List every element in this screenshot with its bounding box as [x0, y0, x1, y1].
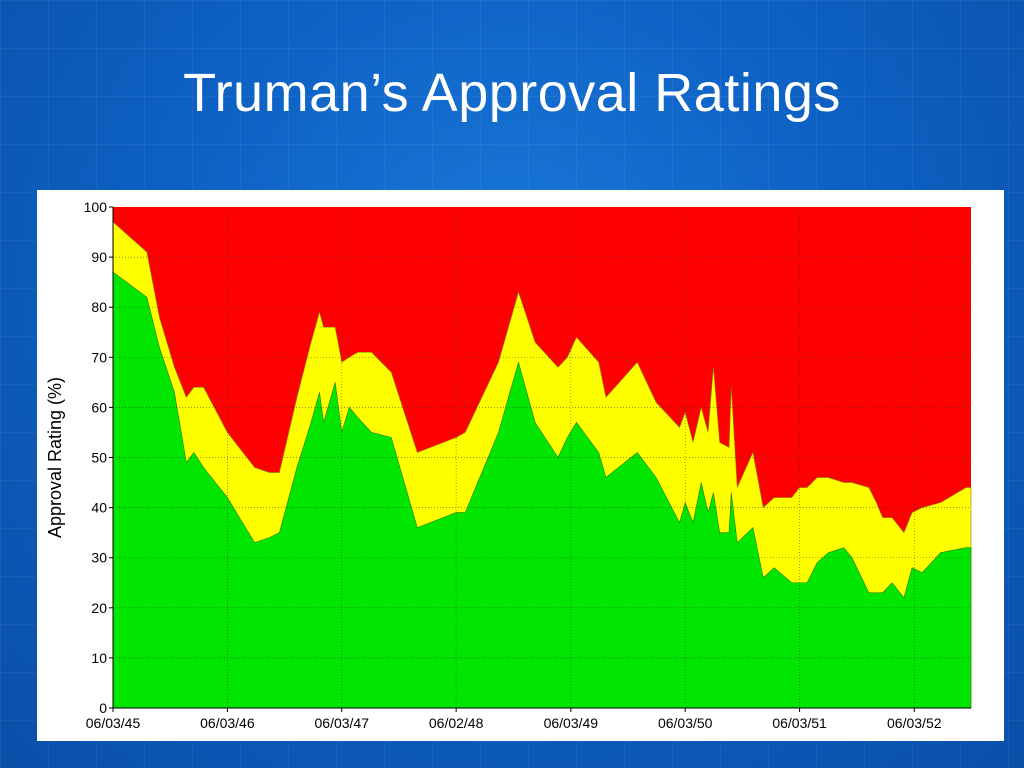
y-tick-label: 80	[91, 299, 107, 315]
y-tick-label: 50	[91, 450, 107, 466]
approve-area	[112, 271, 972, 709]
x-tick-label: 06/03/46	[200, 715, 255, 731]
x-tick-label: 06/02/48	[429, 715, 484, 731]
y-tick-label: 10	[91, 650, 107, 666]
y-tick-label: 60	[91, 399, 107, 415]
y-tick-label: 30	[91, 550, 107, 566]
chart-panel: 0 10 20 30 40 50 60 70 80 90 100 06/03/45 06/03/46 06…	[37, 190, 1004, 741]
x-tick-label: 06/03/49	[544, 715, 599, 731]
x-tick-label: 06/03/45	[86, 715, 141, 731]
x-tick-label: 06/03/51	[772, 715, 827, 731]
x-tick-label: 06/03/52	[887, 715, 942, 731]
approval-area-chart: 0 10 20 30 40 50 60 70 80 90 100 06/03/45 06/03/46 06…	[45, 199, 972, 731]
y-tick-label: 70	[91, 349, 107, 365]
slide-title: Truman’s Approval Ratings	[183, 63, 841, 123]
y-tick-label: 20	[91, 600, 107, 616]
x-tick-label: 06/03/47	[315, 715, 370, 731]
y-tick-label: 0	[99, 700, 107, 716]
y-axis-label: Approval Rating (%)	[45, 377, 65, 538]
y-tick-label: 40	[91, 500, 107, 516]
x-tick-label: 06/03/50	[658, 715, 713, 731]
y-tick-label: 90	[91, 249, 107, 265]
y-tick-label: 100	[84, 199, 108, 215]
